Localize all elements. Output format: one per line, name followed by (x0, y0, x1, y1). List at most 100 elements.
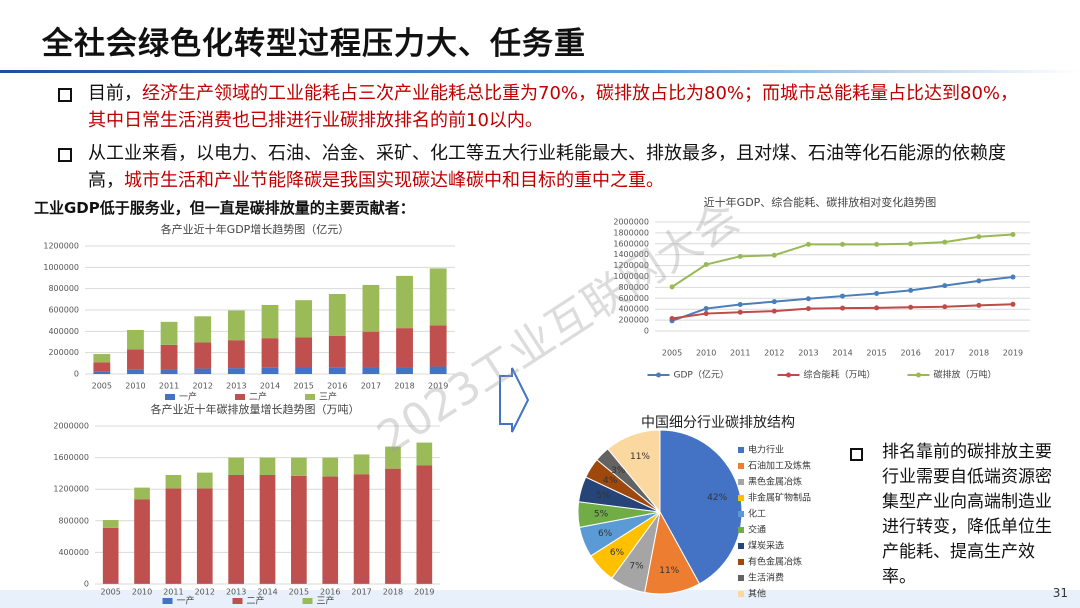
legend-swatch (738, 543, 744, 549)
y-tick-label: 2000000 (53, 422, 89, 431)
y-tick-label: 0 (644, 327, 649, 336)
x-tick-label: 2012 (764, 349, 784, 358)
bar-segment (228, 583, 244, 584)
legend-label: 黑色金属冶炼 (748, 476, 802, 488)
y-tick-label: 0 (84, 580, 89, 589)
bar-segment (295, 337, 313, 368)
x-tick-label: 2019 (1003, 349, 1023, 358)
x-tick-label: 2013 (226, 382, 246, 391)
x-tick-label: 2015 (293, 382, 313, 391)
bar-segment (396, 275, 413, 329)
bullet-segment: 城市生活和产业节能降碳是我国实现碳达峰碳中和目标的重中之重。 (124, 170, 664, 191)
legend-swatch (738, 495, 744, 501)
y-tick-label: 200000 (48, 348, 79, 357)
y-tick-label: 1000000 (613, 272, 649, 281)
line-marker (771, 299, 777, 305)
bar-segment (328, 335, 346, 368)
legend-label: 非金属矿物制品 (748, 492, 811, 504)
x-tick-label: 2012 (195, 588, 215, 597)
y-tick-label: 2000000 (613, 218, 649, 227)
y-tick-label: 1200000 (43, 242, 79, 251)
bar-segment (228, 474, 244, 584)
bar-segment (291, 457, 307, 476)
data-label: 3% (611, 466, 626, 476)
y-tick-label: 1200000 (613, 261, 649, 270)
bar-segment (353, 474, 370, 584)
x-tick-label: 2011 (159, 382, 179, 391)
bar-segment (362, 331, 380, 368)
x-tick-label: 2005 (662, 349, 682, 358)
bar-segment (102, 520, 119, 528)
x-tick-label: 2013 (798, 349, 818, 358)
bar-segment (416, 583, 433, 584)
bar-segment (261, 304, 279, 339)
line-marker (840, 241, 845, 247)
bar-segment (429, 366, 447, 374)
bar-segment (259, 583, 276, 584)
x-tick-label: 2015 (289, 588, 309, 597)
bullet-box (58, 88, 72, 102)
line-marker (1010, 274, 1016, 280)
bar-segment (291, 583, 307, 584)
pie-slice (659, 429, 743, 585)
chart-title: 各产业近十年GDP增长趋势图（亿元） (161, 222, 350, 236)
line-marker (942, 304, 948, 310)
legend-swatch (162, 598, 173, 604)
x-tick-label: 2005 (92, 382, 112, 391)
data-label: 4% (603, 476, 618, 486)
bar-segment (385, 468, 401, 584)
line-marker (1010, 232, 1016, 238)
y-tick-label: 400000 (58, 548, 89, 557)
legend-label: 石油加工及炼焦 (748, 460, 811, 472)
bar-segment (93, 371, 111, 374)
data-label: 6% (610, 548, 625, 558)
bar-segment (134, 499, 150, 584)
bar-segment (291, 475, 307, 584)
legend-marker (656, 372, 661, 378)
y-tick-label: 800000 (618, 283, 649, 292)
title-rule (0, 70, 1080, 73)
legend-label: 二产 (249, 391, 267, 403)
chart-title: 近十年GDP、综合能耗、碳排放相对变化趋势图 (704, 195, 937, 209)
x-tick-label: 2005 (101, 588, 121, 597)
legend-swatch (235, 394, 245, 400)
bar-segment (93, 362, 111, 372)
x-tick-label: 2018 (394, 382, 414, 391)
bar-segment (322, 476, 339, 584)
bar-segment (396, 367, 413, 374)
y-tick-label: 400000 (618, 305, 649, 314)
legend-swatch (738, 447, 744, 453)
line-marker (669, 284, 675, 290)
bar-segment (134, 487, 150, 500)
bar-segment (227, 368, 245, 374)
bar-segment (322, 583, 339, 584)
bullet: 目前，经济生产领域的工业能耗占三次产业能耗总比重为70%，碳排放占比为80%；而… (58, 80, 1033, 134)
x-tick-label: 2013 (226, 588, 246, 597)
x-tick-label: 2014 (260, 382, 280, 391)
bar-segment (416, 465, 433, 584)
legend-swatch (738, 591, 744, 597)
legend-swatch (738, 479, 744, 485)
y-tick-label: 1600000 (53, 453, 89, 462)
bullet-segment: 从工业来看，以电力、石油、冶金、采矿、化工等五大行业耗能最大、排放最多，且对煤、… (88, 143, 1006, 191)
y-tick-label: 800000 (48, 284, 79, 293)
side-note-text: 排名靠前的碳排放主要行业需要自低端资源密集型产业向高端制造业进行转变，降低单位生… (882, 442, 1052, 587)
chart-title: 中国细分行业碳排放结构 (641, 415, 795, 431)
bullet-box (850, 448, 863, 461)
bar-segment (385, 583, 401, 584)
legend-swatch (305, 394, 315, 400)
line-marker (669, 315, 675, 321)
x-tick-label: 2017 (351, 588, 371, 597)
legend-swatch (302, 598, 313, 604)
bar-segment (295, 367, 313, 374)
bar-segment (165, 583, 182, 584)
y-tick-label: 1800000 (613, 228, 649, 237)
bar-segment (429, 325, 447, 367)
bar-segment (102, 583, 119, 584)
bar-segment (196, 583, 213, 584)
bar-segment (127, 349, 144, 370)
bar-segment (196, 472, 213, 489)
bar-segment (160, 321, 178, 345)
legend-label: 其他 (748, 588, 766, 600)
line-marker (942, 283, 948, 289)
